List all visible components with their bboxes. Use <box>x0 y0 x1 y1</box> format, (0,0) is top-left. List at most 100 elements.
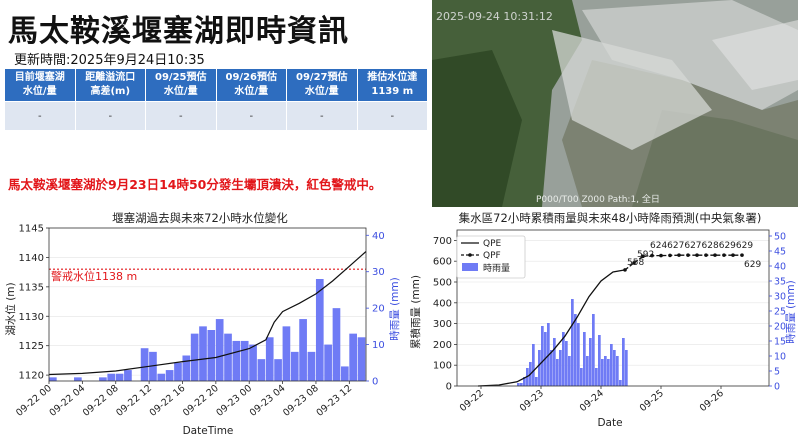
rain-bar <box>249 344 257 381</box>
header-forecast-0926: 09/26預估 水位/量 <box>215 68 287 102</box>
qpf-points <box>623 253 744 272</box>
rain-bar <box>332 308 341 381</box>
chart2-left-ticks: 0 100 200 300 400 500 600 700 <box>433 236 457 393</box>
x-tick-label: 09-22 16 <box>148 383 188 419</box>
rain-bar <box>607 359 610 386</box>
live-camera-image[interactable]: 2025-09-24 10:31:12 P000/T00 Z000 Path:1… <box>432 0 798 207</box>
y2-tick-label: 40 <box>774 262 786 273</box>
chart2-x-ticks: 09-22 09-23 09-24 09-25 09-26 <box>458 386 726 414</box>
qpf-point <box>632 261 636 265</box>
rain-bar <box>340 366 349 381</box>
page-title: 馬太鞍溪堰塞湖即時資訊 <box>8 14 349 49</box>
rain-bar <box>257 359 266 381</box>
rain-bar <box>547 323 550 386</box>
rain-bar <box>562 332 565 386</box>
y-tick-label: 1130 <box>19 312 44 323</box>
rain-bar <box>574 314 577 386</box>
rain-bar <box>619 380 622 386</box>
y-tick-label: 200 <box>433 340 452 351</box>
qpf-point <box>650 253 654 258</box>
x-tick-label: 09-23 <box>518 388 546 414</box>
qpf-point <box>686 253 690 257</box>
rain-bar <box>616 356 619 386</box>
y2-tick-label: 5 <box>774 367 780 378</box>
status-table-header-row: 目前堰塞湖 水位/量 距離溢流口 高差(m) 09/25預估 水位/量 09/26預估… <box>4 68 428 102</box>
rain-bar <box>190 333 199 381</box>
rain-bar <box>583 332 586 386</box>
legend-hourly-rain: 時雨量 <box>483 263 510 274</box>
chart2-rain-bars <box>517 299 628 386</box>
rain-bar <box>140 348 149 381</box>
y2-tick-label: 20 <box>372 304 385 315</box>
rain-bar <box>349 333 357 381</box>
y-tick-label: 400 <box>433 298 452 309</box>
rain-bar <box>215 319 224 381</box>
rain-bar <box>568 356 571 386</box>
chart2-frame <box>456 229 770 387</box>
rain-bar <box>124 370 132 381</box>
status-table-value-row: - - - - - - <box>4 101 428 131</box>
rain-bar <box>182 355 191 381</box>
y2-tick-label: 25 <box>774 307 786 318</box>
y2-tick-label: 45 <box>774 247 786 258</box>
rain-bar <box>357 337 366 381</box>
rain-bar <box>556 359 559 386</box>
rain-bar <box>595 368 598 386</box>
rain-bar <box>282 326 291 381</box>
qpf-point <box>704 253 708 257</box>
rain-bar <box>538 350 541 386</box>
qpf-point <box>641 254 645 259</box>
x-tick-label: 09-22 20 <box>181 383 221 419</box>
legend-qpf: QPF <box>483 251 501 261</box>
y-tick-label: 100 <box>433 361 452 372</box>
chart1-left-ticks: 1120 1125 1130 1135 1140 1145 <box>19 224 49 382</box>
qpf-point <box>731 253 735 257</box>
x-tick-label: 09-23 04 <box>248 383 288 419</box>
rain-bar <box>520 383 523 386</box>
x-tick-label: 09-25 <box>638 388 666 414</box>
chart1-title: 堰塞湖過去與未來72小時水位變化 <box>112 211 288 225</box>
x-tick-label: 09-22 08 <box>81 383 121 419</box>
rain-bar <box>565 341 568 386</box>
x-tick-label: 09-23 12 <box>314 383 354 419</box>
chart2-legend: QPE QPF 時雨量 <box>456 235 526 279</box>
rain-bar <box>157 373 166 381</box>
value-forecast-0927: - <box>286 101 358 131</box>
rainfall-chart: 558 592 624627627628629629 629 010020030… <box>409 211 797 429</box>
water-level-line <box>48 251 367 376</box>
camera-footer: P000/T00 Z000 Path:1, 全日 <box>536 193 660 205</box>
rain-bar <box>107 373 116 381</box>
rain-bar <box>589 338 592 386</box>
qpf-point <box>740 253 744 257</box>
rain-bar <box>610 344 613 386</box>
chart2-right-axis-label: 時雨量 (mm) <box>785 280 797 344</box>
qpf-point <box>659 253 663 258</box>
y2-tick-label: 30 <box>774 292 786 303</box>
qpe-line <box>477 269 626 387</box>
rain-bar <box>290 351 299 381</box>
y2-tick-label: 20 <box>774 322 786 333</box>
rain-bar <box>559 350 562 386</box>
y2-tick-label: 0 <box>372 377 378 388</box>
x-tick-label: 09-22 00 <box>14 383 54 419</box>
chart2-title: 集水區72小時累積雨量與未來48小時降雨預測(中央氣象署) <box>459 211 762 225</box>
y-tick-label: 1120 <box>19 371 44 382</box>
rain-bar <box>613 350 616 386</box>
y2-tick-label: 35 <box>774 277 786 288</box>
rain-bar <box>532 344 535 386</box>
header-current-level: 目前堰塞湖 水位/量 <box>4 68 76 102</box>
chart2-right-ticks: 0 5 10 15 20 25 30 35 40 45 50 <box>769 232 786 393</box>
rain-bar <box>115 373 124 381</box>
y2-tick-label: 30 <box>372 267 385 278</box>
chart2-x-label: Date <box>597 417 622 429</box>
rain-bar <box>49 377 57 381</box>
y-tick-label: 1145 <box>19 224 44 235</box>
rain-bar <box>553 338 556 386</box>
y-tick-label: 1140 <box>19 253 44 264</box>
rain-bar <box>541 326 544 386</box>
camera-scene: 2025-09-24 10:31:12 P000/T00 Z000 Path:1… <box>432 0 798 207</box>
rain-bar <box>74 377 82 381</box>
chart1-rain-bars <box>49 279 366 381</box>
chart1-left-axis-label: 湖水位 (m) <box>4 282 17 335</box>
